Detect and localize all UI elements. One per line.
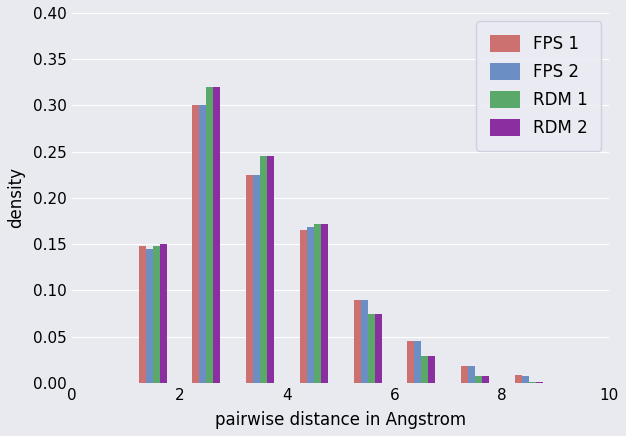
Y-axis label: density: density [7,167,25,228]
Bar [475,376,482,383]
Bar [414,341,421,383]
Bar [536,382,543,383]
X-axis label: pairwise distance in Angstrom: pairwise distance in Angstrom [215,411,466,429]
Bar [321,224,328,383]
Bar [213,87,220,383]
Bar [515,375,522,383]
Bar [200,106,207,383]
Bar [361,300,367,383]
Bar [374,313,382,383]
Bar [522,376,529,383]
Bar [314,224,321,383]
Legend: FPS 1, FPS 2, RDM 1, RDM 2: FPS 1, FPS 2, RDM 1, RDM 2 [476,21,601,150]
Bar [246,175,253,383]
Bar [461,366,468,383]
Bar [160,244,167,383]
Bar [428,356,435,383]
Bar [300,230,307,383]
Bar [307,228,314,383]
Bar [192,106,200,383]
Bar [529,382,536,383]
Bar [260,156,267,383]
Bar [267,156,274,383]
Bar [146,249,153,383]
Bar [354,300,361,383]
Bar [207,87,213,383]
Bar [367,313,374,383]
Bar [421,356,428,383]
Bar [468,366,475,383]
Bar [138,246,146,383]
Bar [153,246,160,383]
Bar [408,341,414,383]
Bar [482,376,489,383]
Bar [253,175,260,383]
